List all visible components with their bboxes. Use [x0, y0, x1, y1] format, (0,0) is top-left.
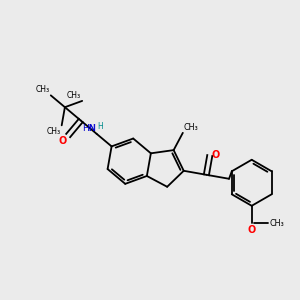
Text: O: O	[248, 225, 256, 235]
Text: N: N	[88, 124, 95, 133]
Text: HN: HN	[82, 124, 96, 133]
Text: CH₃: CH₃	[36, 85, 50, 94]
Text: CH₃: CH₃	[46, 127, 61, 136]
Text: CH₃: CH₃	[184, 123, 199, 132]
Text: CH₃: CH₃	[67, 91, 81, 100]
Text: H: H	[97, 122, 103, 131]
Text: O: O	[58, 136, 66, 146]
Text: O: O	[211, 150, 219, 160]
Text: CH₃: CH₃	[269, 219, 284, 228]
